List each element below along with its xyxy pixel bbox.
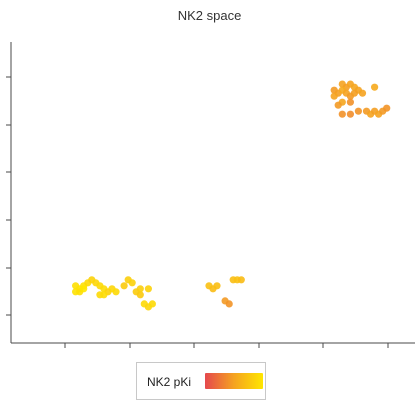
data-point xyxy=(371,83,379,91)
data-point xyxy=(120,282,128,290)
data-point xyxy=(100,291,108,299)
legend-label: NK2 pKi xyxy=(147,375,192,389)
axes xyxy=(6,42,415,348)
data-point xyxy=(354,107,362,115)
data-point xyxy=(136,291,144,299)
chart-title: NK2 space xyxy=(177,8,242,23)
data-point xyxy=(80,285,88,293)
data-point xyxy=(346,110,354,118)
data-point xyxy=(237,276,245,284)
legend-color-gradient xyxy=(205,373,263,389)
data-point xyxy=(358,89,367,97)
data-point xyxy=(136,285,144,293)
data-point xyxy=(383,104,391,112)
data-point xyxy=(350,89,358,97)
data-point xyxy=(346,98,354,106)
color-legend: NK2 pKi xyxy=(136,362,266,400)
data-point xyxy=(144,285,152,293)
data-point xyxy=(148,300,156,308)
data-point xyxy=(334,101,342,109)
data-point xyxy=(330,92,338,100)
data-point xyxy=(338,110,346,118)
data-point xyxy=(213,282,221,290)
data-points xyxy=(72,80,391,311)
data-point xyxy=(112,288,120,296)
data-point xyxy=(225,300,233,308)
data-point xyxy=(128,279,136,287)
